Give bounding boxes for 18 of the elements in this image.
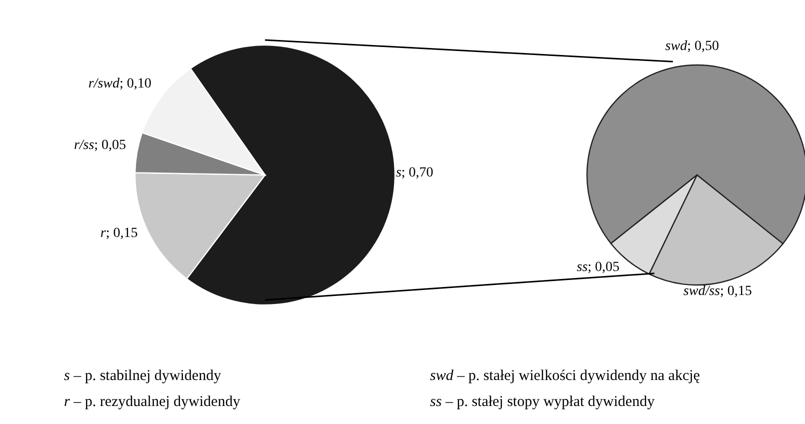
text: swd – p. stałej wielkości dywidendy na akcję bbox=[430, 368, 700, 385]
slice-label: ss bbox=[576, 259, 588, 274]
data-label: ; 0,15 bbox=[106, 226, 138, 241]
slice-label: swd/ss bbox=[683, 283, 721, 298]
slice-label: r/ss bbox=[74, 137, 95, 152]
data-label: ; 0,15 bbox=[720, 283, 752, 298]
data-label: ; 0,05 bbox=[94, 137, 126, 152]
text: ss – p. stałej stopy wypłat dywidendy bbox=[430, 394, 655, 411]
data-label: ; 0,50 bbox=[687, 38, 719, 54]
slice-label: r/swd bbox=[88, 76, 120, 91]
data-label: ; 0,70 bbox=[401, 165, 434, 180]
slice-label: r bbox=[100, 226, 106, 241]
slice-label: s bbox=[396, 165, 402, 180]
text: s – p. stabilnej dywidendy bbox=[64, 368, 222, 385]
data-label: ; 0,05 bbox=[588, 259, 620, 274]
data-label: ; 0,10 bbox=[119, 76, 152, 91]
slice-label: swd bbox=[665, 38, 688, 54]
text: r – p. rezydualnej dywidendy bbox=[64, 394, 240, 411]
